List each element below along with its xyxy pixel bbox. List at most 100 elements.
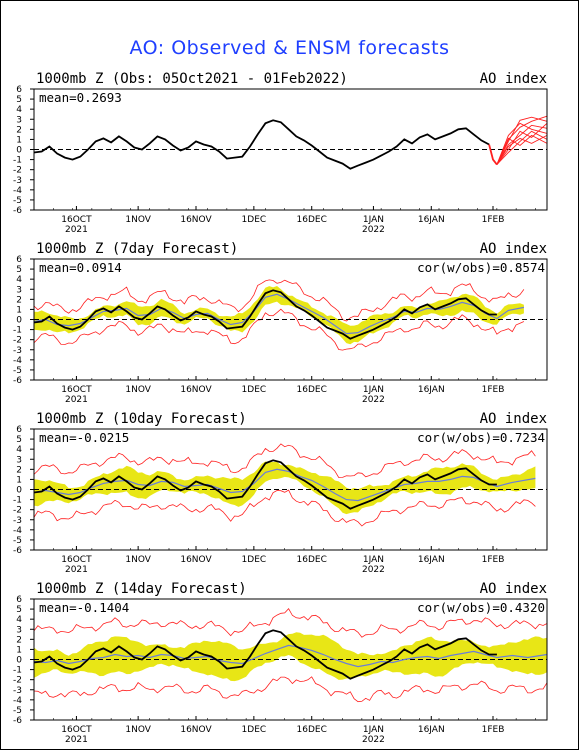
x-tick-label: 16JAN [418, 555, 445, 565]
ensemble-member-4 [496, 122, 548, 165]
ensemble-member-5 [496, 130, 548, 165]
y-tick-label: 1 [16, 645, 22, 655]
panel-index-label: AO index [480, 241, 547, 257]
y-tick-label: -1 [13, 666, 22, 676]
x-tick-year: 2021 [65, 395, 88, 405]
correlation-annotation: cor(w/obs)=0.4320 [417, 600, 545, 615]
forecast-mean-line [33, 468, 536, 502]
x-tick-year: 2022 [362, 565, 385, 575]
y-tick-label: 1 [16, 475, 22, 485]
x-tick-label: 1JAN [363, 555, 384, 565]
y-tick-label: 0 [16, 146, 22, 156]
ensemble-member-8 [496, 134, 548, 165]
x-tick-label: 16JAN [418, 725, 445, 735]
x-tick-label: 1DEC [242, 385, 267, 395]
plot-frame [33, 598, 548, 721]
y-tick-label: 6 [16, 85, 22, 95]
lower-envelope [33, 676, 548, 703]
x-tick-label: 16NOV [180, 725, 212, 735]
x-tick-year: 2022 [362, 225, 385, 235]
y-tick-label: -4 [13, 526, 22, 536]
y-tick-label: -4 [13, 356, 22, 366]
y-tick-label: 4 [16, 615, 22, 625]
forecast-mean-line [33, 644, 548, 668]
panel-title: 1000mb Z (10day Forecast) [36, 411, 247, 427]
upper-envelope [33, 608, 548, 638]
y-tick-label: 4 [16, 275, 22, 285]
ensemble-member-6 [496, 116, 548, 165]
spread-band [34, 632, 547, 682]
y-tick-label: -6 [13, 716, 22, 726]
y-tick-label: -2 [13, 676, 22, 686]
y-tick-label: 2 [16, 295, 22, 305]
page-title: AO: Observed & ENSM forecasts [129, 37, 450, 59]
x-tick-label: 16DEC [297, 725, 327, 735]
x-tick-label: 1FEB [482, 725, 505, 735]
y-tick-label: 2 [16, 635, 22, 645]
x-tick-year: 2021 [65, 735, 88, 745]
y-tick-label: 3 [16, 285, 22, 295]
y-tick-label: -3 [13, 516, 22, 526]
mean-annotation: mean=0.2693 [39, 90, 122, 105]
x-tick-label: 16OCT [61, 725, 92, 735]
x-tick-label: 1DEC [242, 725, 267, 735]
panel-index-label: AO index [480, 581, 547, 597]
chart-panel-4: 1000mb Z (14day Forecast) AO index 6543210… [13, 581, 548, 745]
plot-frame [33, 258, 548, 381]
chart-panel-1: 1000mb Z (Obs: 05Oct2021 - 01Feb2022) AO … [13, 71, 548, 235]
y-tick-label: -4 [13, 186, 22, 196]
y-tick-label: -4 [13, 696, 22, 706]
x-tick-year: 2022 [362, 395, 385, 405]
y-tick-label: 4 [16, 105, 22, 115]
y-tick-label: 2 [16, 465, 22, 475]
y-tick-label: -3 [13, 176, 22, 186]
y-tick-label: 6 [16, 595, 22, 605]
lower-envelope [33, 308, 525, 351]
observed-line [33, 289, 497, 340]
panel-title: 1000mb Z (14day Forecast) [36, 581, 247, 597]
y-tick-label: -3 [13, 686, 22, 696]
x-tick-label: 1DEC [242, 215, 267, 225]
y-tick-label: 5 [16, 265, 22, 275]
x-tick-label: 1NOV [125, 385, 151, 395]
x-tick-label: 16OCT [61, 385, 92, 395]
correlation-annotation: cor(w/obs)=0.8574 [417, 260, 545, 275]
y-tick-label: -2 [13, 166, 22, 176]
y-tick-label: 5 [16, 605, 22, 615]
x-tick-label: 1JAN [363, 725, 384, 735]
x-tick-label: 1FEB [482, 215, 505, 225]
panel-index-label: AO index [480, 71, 547, 87]
y-tick-label: -2 [13, 336, 22, 346]
upper-envelope [33, 279, 525, 322]
x-tick-label: 1NOV [125, 725, 151, 735]
y-tick-label: -3 [13, 346, 22, 356]
y-tick-label: -6 [13, 206, 22, 216]
observed-line [33, 119, 490, 170]
mean-annotation: mean=0.0914 [39, 260, 122, 275]
chart-panel-2: 1000mb Z (7day Forecast) AO index6543210-… [13, 241, 548, 405]
y-tick-label: 1 [16, 305, 22, 315]
ensemble-member-7 [496, 135, 548, 165]
x-tick-label: 16DEC [297, 385, 327, 395]
y-tick-label: -5 [13, 366, 22, 376]
x-tick-label: 16NOV [180, 215, 212, 225]
x-tick-label: 16NOV [180, 555, 212, 565]
x-tick-label: 1NOV [125, 215, 151, 225]
x-tick-label: 16DEC [297, 555, 327, 565]
x-tick-label: 1FEB [482, 555, 505, 565]
y-tick-label: 6 [16, 255, 22, 265]
correlation-annotation: cor(w/obs)=0.7234 [417, 430, 545, 445]
panel-title: 1000mb Z (Obs: 05Oct2021 - 01Feb2022) [36, 71, 348, 87]
x-tick-label: 1NOV [125, 555, 151, 565]
y-tick-label: 1 [16, 135, 22, 145]
y-tick-label: 3 [16, 115, 22, 125]
y-tick-label: -1 [13, 496, 22, 506]
chart-panel-3: 1000mb Z (10day Forecast) AO index 6543210… [13, 411, 548, 575]
observed-tail-line [488, 144, 498, 166]
y-tick-label: -5 [13, 196, 22, 206]
y-tick-label: 2 [16, 125, 22, 135]
spread-band [34, 461, 536, 515]
lower-envelope [33, 489, 536, 527]
